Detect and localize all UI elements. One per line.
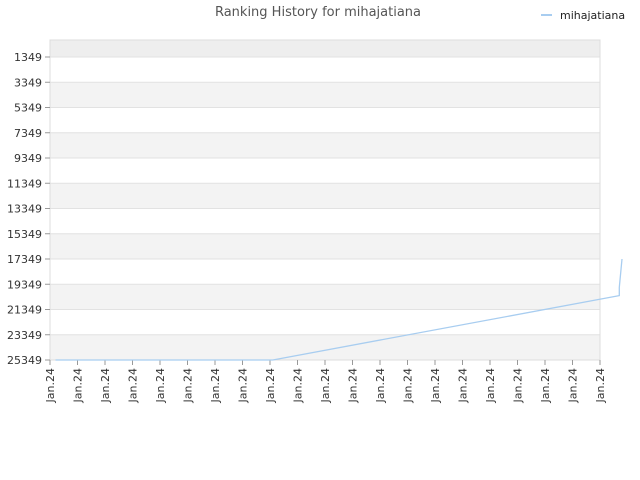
y-tick-label: 1349: [14, 51, 42, 64]
y-axis: 1349 3349 5349 7349 9349 11349 13349 15349 17349…: [7, 51, 50, 367]
y-tick-label: 15349: [7, 228, 42, 241]
y-tick-label: 17349: [7, 253, 42, 266]
plot-band: [50, 309, 600, 335]
x-tick-label: Jan.24: [237, 368, 250, 403]
series-layer: [55, 258, 623, 361]
plot-band: [50, 183, 600, 209]
plot-band: [50, 132, 600, 158]
y-tick-label: 11349: [7, 177, 42, 190]
y-tick-label: 13349: [7, 203, 42, 216]
chart-title: Ranking History for mihajatiana: [215, 5, 421, 20]
plot-band: [50, 284, 600, 310]
y-tick-label: 25349: [7, 354, 42, 367]
plot-band-top: [50, 40, 600, 57]
x-tick-label: Jan.24: [292, 368, 305, 403]
series-line-mihajatiana: [55, 258, 623, 361]
y-tick-label: 21349: [7, 304, 42, 317]
x-tick-label: Jan.24: [44, 368, 57, 403]
y-tick-label: 23349: [7, 329, 42, 342]
x-tick-label: Jan.24: [457, 368, 470, 403]
legend: mihajatiana: [541, 9, 625, 22]
x-tick-label: Jan.24: [567, 368, 580, 403]
x-tick-label: Jan.24: [264, 368, 277, 403]
y-tick-label: 19349: [7, 278, 42, 291]
y-tick-label: 7349: [14, 127, 42, 140]
plot-band: [50, 158, 600, 184]
x-tick-label: Jan.24: [429, 368, 442, 403]
x-tick-label: Jan.24: [127, 368, 140, 403]
y-tick-label: 5349: [14, 102, 42, 115]
x-tick-label: Jan.24: [594, 368, 607, 403]
x-tick-label: Jan.24: [209, 368, 222, 403]
x-tick-label: Jan.24: [182, 368, 195, 403]
plot-band: [50, 208, 600, 234]
x-tick-label: Jan.24: [402, 368, 415, 403]
y-tick-label: 9349: [14, 152, 42, 165]
x-axis: Jan.24 Jan.24 Jan.24 Jan.24 Jan.24 Jan.24 Jan.…: [44, 360, 607, 403]
plot-band: [50, 259, 600, 285]
y-tick-label: 3349: [14, 76, 42, 89]
plot-band: [50, 334, 600, 360]
x-tick-label: Jan.24: [512, 368, 525, 403]
plot-band: [50, 107, 600, 133]
x-tick-label: Jan.24: [539, 368, 552, 403]
x-tick-label: Jan.24: [484, 368, 497, 403]
plot-band: [50, 233, 600, 259]
x-tick-label: Jan.24: [154, 368, 167, 403]
x-tick-label: Jan.24: [374, 368, 387, 403]
x-tick-label: Jan.24: [347, 368, 360, 403]
x-tick-label: Jan.24: [99, 368, 112, 403]
legend-label-mihajatiana: mihajatiana: [560, 9, 625, 22]
plot-band: [50, 57, 600, 83]
x-tick-label: Jan.24: [319, 368, 332, 403]
plot-band: [50, 82, 600, 108]
x-tick-label: Jan.24: [72, 368, 85, 403]
plot-bands: [50, 40, 600, 360]
